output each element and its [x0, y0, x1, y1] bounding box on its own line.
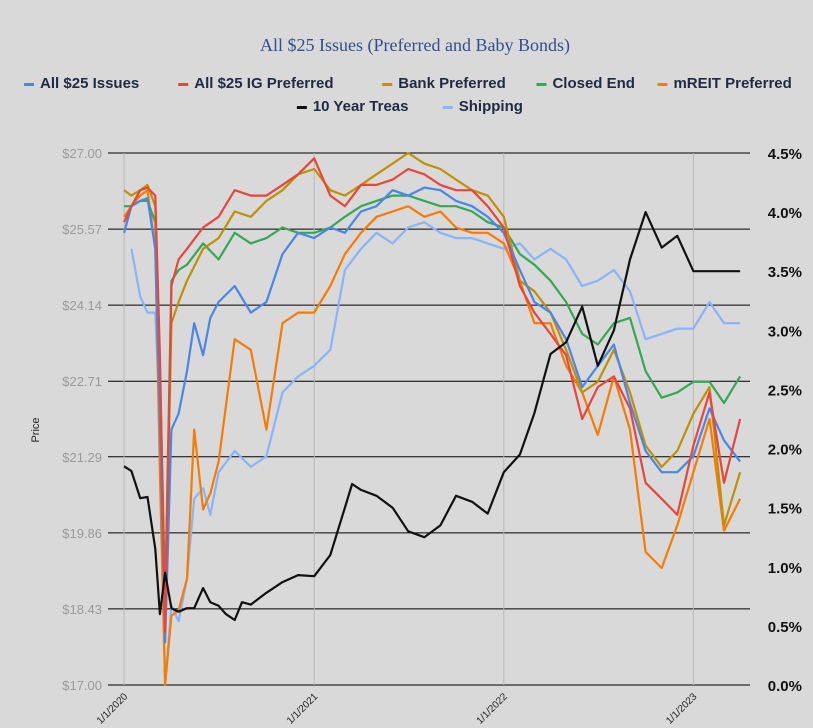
legend-swatch: [24, 83, 35, 86]
series-line-10-year-treas: [123, 211, 741, 622]
legend-item-shipping: Shipping: [459, 98, 523, 115]
right-tick-label: 1.0%: [768, 560, 802, 577]
left-tick-label: $19.86: [62, 526, 102, 541]
legend-item-all-25-ig-preferred: All $25 IG Preferred: [194, 75, 333, 92]
series-line-shipping: [130, 221, 741, 687]
legend-swatch: [657, 83, 668, 86]
left-tick-label: $22.71: [62, 374, 102, 389]
y-axis-title: Price: [30, 417, 42, 442]
right-axis: 0.0% 0.5% 1.0% 1.5% 2.0% 2.5% 3.0% 3.5% 4.0% 4.5%: [768, 146, 802, 695]
legend-item-all-25-issues: All $25 Issues: [40, 75, 139, 92]
legend-swatch: [382, 83, 393, 86]
gridlines: [108, 152, 750, 686]
x-tick-label: 1/1/2022: [475, 691, 511, 727]
left-axis: $17.00 $18.43 $19.86 $21.29 $22.71 $24.14 $25.…: [62, 146, 102, 693]
chart-title: All $25 Issues (Preferred and Baby Bonds…: [260, 35, 570, 56]
x-tick-label: 1/1/2023: [664, 691, 700, 727]
legend-swatch: [442, 106, 453, 109]
right-tick-label: 4.5%: [768, 146, 802, 163]
left-tick-label: $27.00: [62, 146, 102, 161]
right-tick-label: 4.0%: [768, 205, 802, 222]
right-tick-label: 2.5%: [768, 382, 802, 399]
right-tick-label: 0.0%: [768, 678, 802, 695]
legend-item-bank-preferred: Bank Preferred: [398, 75, 506, 92]
right-tick-label: 3.0%: [768, 323, 802, 340]
series-line-closed-end: [124, 194, 742, 602]
legend-item-mreit-preferred: mREIT Preferred: [673, 75, 791, 92]
legend-swatch: [536, 83, 547, 86]
legend-swatch: [296, 106, 307, 109]
right-tick-label: 1.5%: [768, 501, 802, 518]
legend: All $25 Issues All $25 IG Preferred Bank P…: [24, 75, 792, 115]
series-layer: [123, 151, 742, 687]
x-tick-label: 1/1/2020: [95, 691, 131, 727]
left-tick-label: $18.43: [62, 602, 102, 617]
left-tick-label: $17.00: [62, 678, 102, 693]
left-tick-label: $25.57: [62, 222, 102, 237]
series-line-bank-preferred: [123, 151, 742, 617]
x-tick-label: 1/1/2021: [285, 691, 321, 727]
legend-item-10-year-treas: 10 Year Treas: [313, 98, 409, 115]
right-tick-label: 2.0%: [768, 442, 802, 459]
right-tick-label: 0.5%: [768, 619, 802, 636]
left-tick-label: $24.14: [62, 298, 102, 313]
left-tick-label: $21.29: [62, 450, 102, 465]
series-line-all-25-ig-preferred: [123, 157, 742, 633]
legend-swatch: [178, 83, 189, 86]
legend-item-closed-end: Closed End: [552, 75, 635, 92]
right-tick-label: 3.5%: [768, 264, 802, 281]
x-axis: 1/1/2020 1/1/2021 1/1/2022 1/1/2023: [95, 691, 700, 727]
series-line-all-25-issues: [123, 186, 741, 644]
series-line-mreit-preferred: [123, 189, 742, 687]
